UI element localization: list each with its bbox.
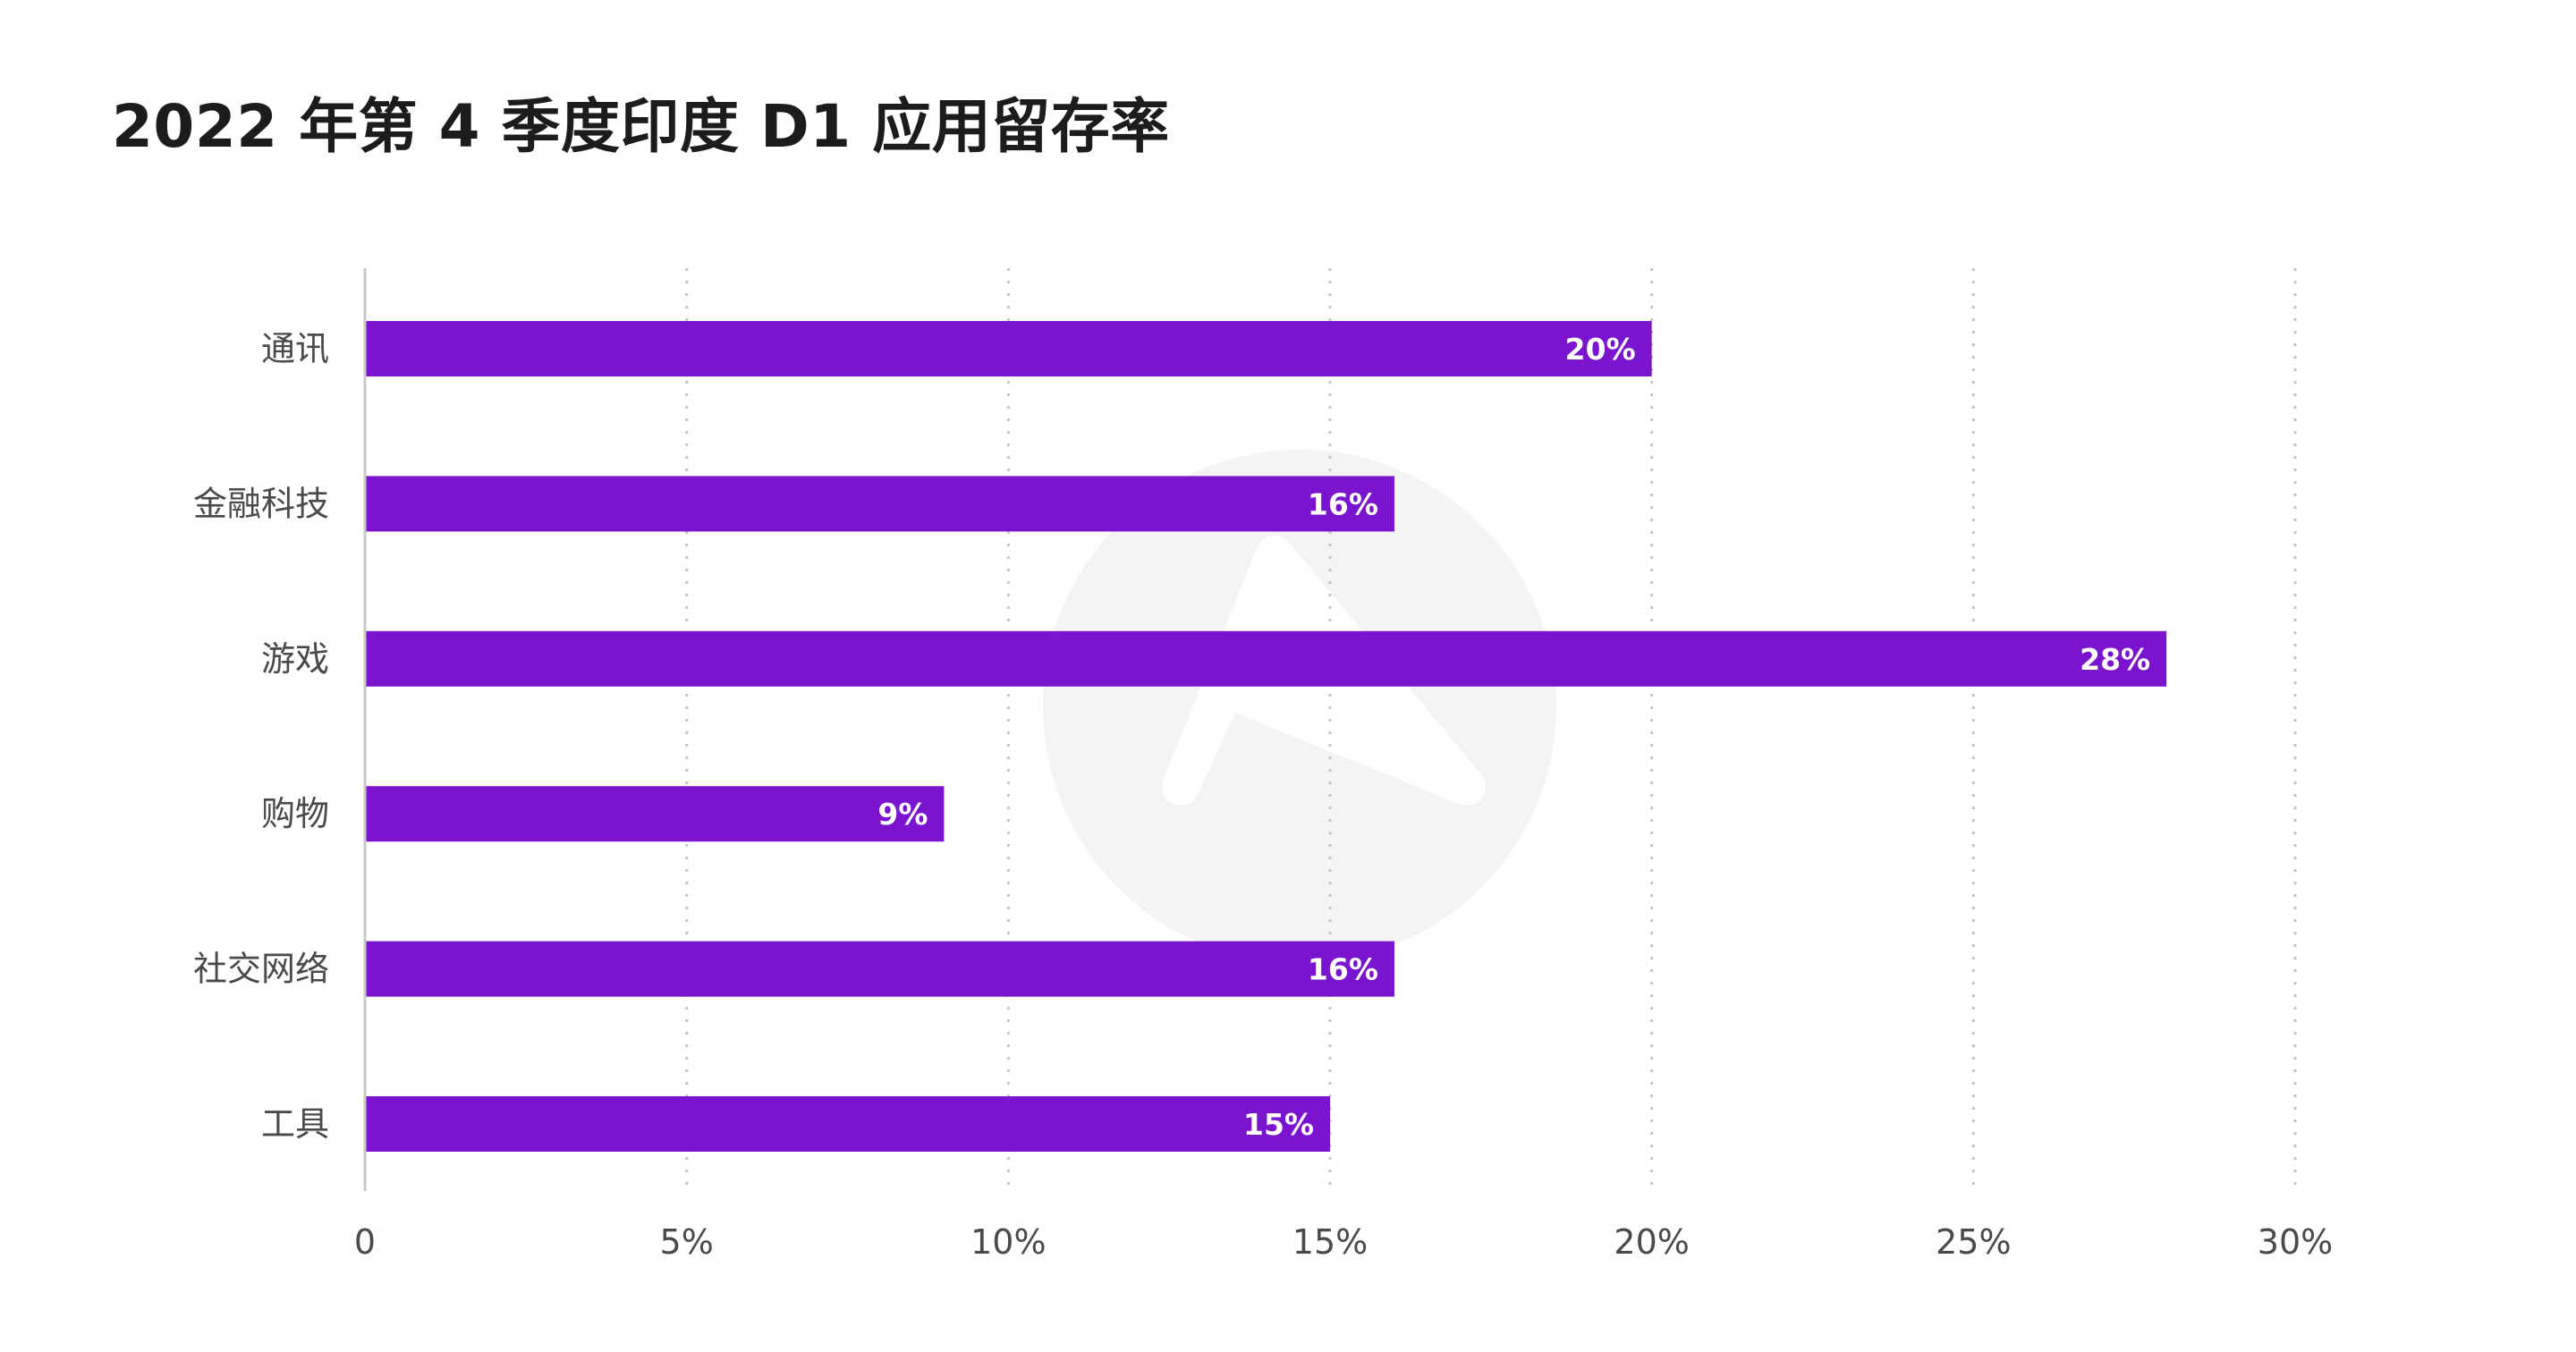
x-tick-label: 0 xyxy=(354,1222,376,1262)
bar xyxy=(365,630,2167,687)
category-label: 金融科技 xyxy=(193,484,329,523)
bar xyxy=(365,476,1394,532)
category-label: 社交网络 xyxy=(193,950,329,989)
x-tick-label: 5% xyxy=(660,1222,714,1262)
data-label: 28% xyxy=(2080,642,2150,677)
x-tick-label: 20% xyxy=(1614,1222,1689,1262)
data-label: 9% xyxy=(877,797,928,832)
bars xyxy=(365,321,2167,1152)
data-label: 16% xyxy=(1308,952,1378,987)
bar xyxy=(365,1096,1330,1152)
bar xyxy=(365,941,1394,997)
x-tick-label: 25% xyxy=(1936,1222,2011,1262)
labels: 0 5% 10% 15% 20% 25% 30% 通讯 20% 金融科技 16% 游戏 28% 购物 9% 社… xyxy=(193,329,2333,1262)
category-label: 游戏 xyxy=(261,639,329,679)
chart-title: 2022 年第 4 季度印度 D1 应用留存率 xyxy=(112,92,1170,161)
x-tick-label: 15% xyxy=(1292,1222,1368,1262)
watermark-logo xyxy=(1043,450,1556,963)
x-tick-label: 10% xyxy=(970,1222,1046,1262)
x-tick-label: 30% xyxy=(2258,1222,2333,1262)
bar xyxy=(365,786,945,842)
category-label: 工具 xyxy=(261,1104,329,1144)
data-label: 15% xyxy=(1243,1107,1314,1142)
bar xyxy=(365,321,1652,376)
category-label: 通讯 xyxy=(261,329,329,368)
data-label: 20% xyxy=(1565,332,1636,367)
data-label: 16% xyxy=(1308,486,1378,521)
category-label: 购物 xyxy=(261,794,329,833)
